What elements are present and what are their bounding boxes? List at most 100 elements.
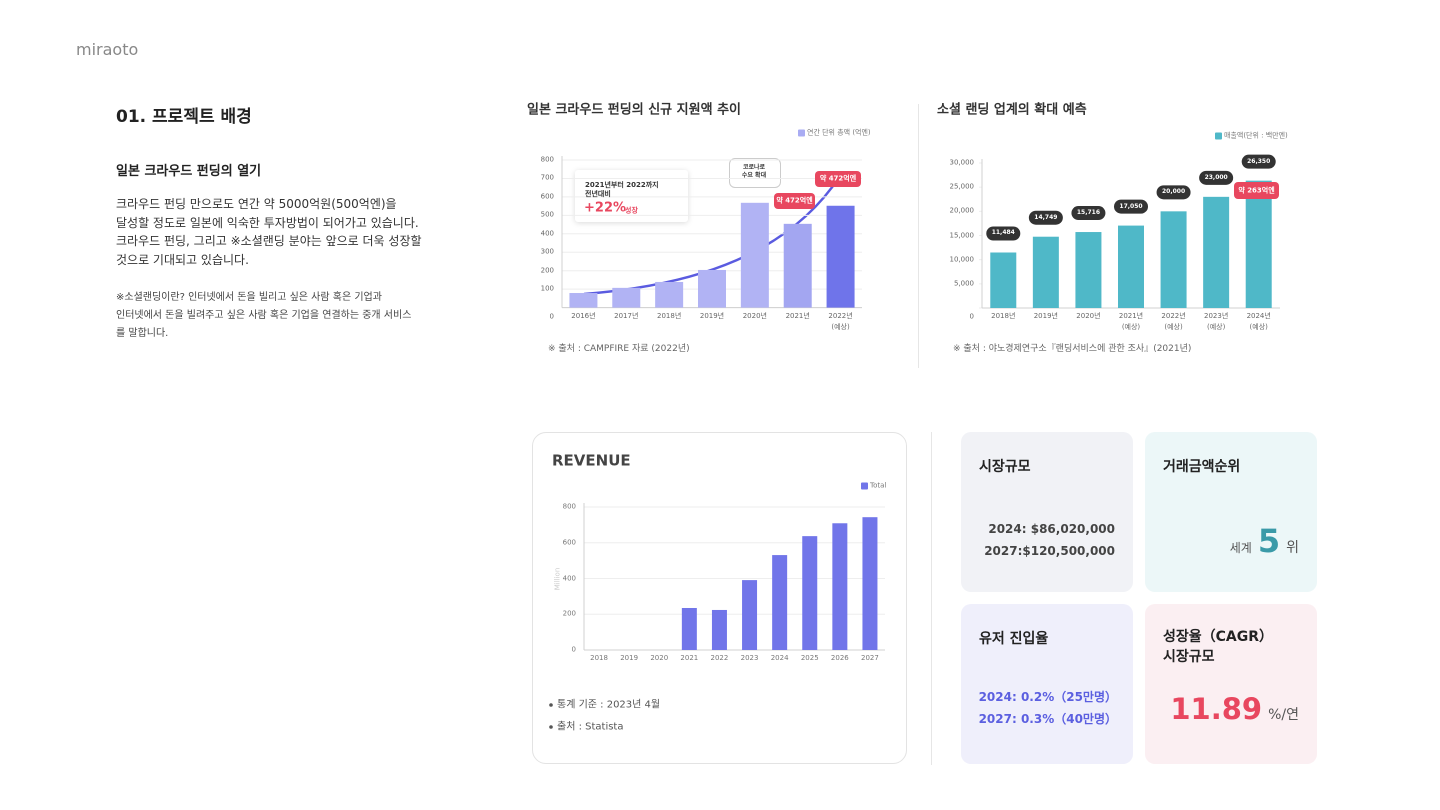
bar xyxy=(862,517,878,650)
x-tick-label: 2020 xyxy=(650,654,669,662)
bar xyxy=(832,523,848,650)
card-suffix: %/연 xyxy=(1268,707,1299,723)
y-tick-label: 20,000 xyxy=(949,206,975,215)
y-tick-label: 5,000 xyxy=(953,279,974,288)
bar xyxy=(802,536,818,650)
bar xyxy=(612,287,641,308)
legend-label: 매출액(단위 : 백만엔) xyxy=(1224,131,1288,140)
annotation: 코로나로 수요 확대 xyxy=(741,164,767,179)
x-tick-label: 2022 xyxy=(710,654,729,662)
value-label-pill xyxy=(1241,154,1276,169)
divider xyxy=(918,104,919,368)
value-label-pill xyxy=(986,226,1021,241)
y-tick-label: 400 xyxy=(562,573,576,582)
y-tick-label: 500 xyxy=(540,210,554,219)
bar xyxy=(681,607,697,650)
annotation-pill xyxy=(1234,182,1279,199)
x-tick-label: 2018년 xyxy=(991,312,1016,320)
x-tick-label: 2020년 xyxy=(1076,312,1101,320)
x-tick-label: 2018년 xyxy=(657,312,682,320)
value-label: 11,484 xyxy=(991,229,1015,237)
section-title: 01. 프로젝트 배경 xyxy=(116,107,252,127)
bar xyxy=(990,252,1017,308)
value-label: 23,000 xyxy=(1204,173,1228,181)
annotation-pill xyxy=(815,171,861,187)
y-tick-label: 0 xyxy=(969,312,974,321)
legend-label: Total xyxy=(870,481,887,490)
value-label-pill xyxy=(1071,206,1106,221)
stat-card: 성장율（CAGR） 시장규모 11.89 %/연 xyxy=(1145,604,1317,764)
bar xyxy=(1160,211,1187,308)
y-tick-label: 600 xyxy=(540,192,554,201)
annotation: 성장 xyxy=(625,206,638,215)
value-label-pill xyxy=(1114,199,1148,214)
intro-heading: 일본 크라우드 펀딩의 열기 xyxy=(116,164,262,179)
x-tick-label: 2022년 (예상) xyxy=(828,312,853,331)
y-tick-label: 100 xyxy=(540,284,554,293)
card-title: 성장율（CAGR） 시장규모 xyxy=(1163,629,1274,665)
card-value: 11.89 xyxy=(1170,692,1263,726)
value-label: 15,716 xyxy=(1076,209,1100,217)
card-line: 2027:$120,500,000 xyxy=(984,544,1115,558)
annotation: 약 472억엔 xyxy=(819,174,857,183)
bar xyxy=(1032,236,1059,308)
bar xyxy=(711,609,727,650)
intro-note: ※소셜랜딩이란? 인터넷에서 돈을 빌리고 싶은 사람 혹은 기업과 인터넷에서… xyxy=(116,292,412,339)
bar xyxy=(826,205,855,308)
value-label: 17,050 xyxy=(1119,202,1143,210)
annotation: 약 263억엔 xyxy=(1238,185,1275,194)
note: 출처 : Statista xyxy=(557,721,624,733)
legend-swatch xyxy=(861,482,868,490)
chart-title: 일본 크라우드 펀딩의 신규 지원액 추이 xyxy=(527,102,741,118)
x-tick-label: 2019년 xyxy=(699,312,725,320)
x-tick-label: 2023 xyxy=(740,654,759,662)
card-line: 2027: 0.3%（40만명） xyxy=(978,712,1117,726)
y-tick-label: 800 xyxy=(540,155,554,164)
x-tick-label: 2019년 xyxy=(1033,312,1058,320)
y-axis-label: Million xyxy=(553,567,562,590)
x-tick-label: 2021년 (예상) xyxy=(1118,312,1144,331)
stat-card: 거래금액순위 세계 5 위 xyxy=(1145,432,1317,592)
card-line: 2024: $86,020,000 xyxy=(988,522,1115,536)
value-label-pill xyxy=(1156,185,1191,200)
bullet xyxy=(549,703,553,707)
legend-label: 연간 단위 총액 (억엔) xyxy=(807,128,871,137)
card-line: 2024: 0.2%（25만명） xyxy=(978,690,1117,704)
chart-title: 소셜 랜딩 업계의 확대 예측 xyxy=(937,102,1087,118)
divider xyxy=(931,432,932,765)
x-tick-label: 2019 xyxy=(620,654,639,662)
legend-swatch xyxy=(798,129,805,137)
card-value-row: 세계 5 위 xyxy=(1230,522,1299,560)
source-note: ※ 출처 : 야노경제연구소『랜딩서비스에 관한 조사』(2021년) xyxy=(953,344,1192,355)
card-title: 유저 진입율 xyxy=(979,631,1049,647)
x-tick-label: 2016년 xyxy=(571,312,596,320)
card-prefix: 세계 xyxy=(1229,541,1252,555)
annotation: 약 472억엔 xyxy=(776,196,813,205)
x-tick-label: 2023년 (예상) xyxy=(1204,312,1229,331)
x-tick-label: 2017년 xyxy=(614,312,639,320)
bar xyxy=(783,223,812,308)
annotation-bubble xyxy=(729,158,781,188)
y-tick-label: 200 xyxy=(540,266,554,275)
stat-card: 시장규모 2024: $86,020,000 2027:$120,500,000 xyxy=(961,432,1133,592)
bar xyxy=(655,281,684,308)
y-tick-label: 200 xyxy=(562,609,576,618)
stat-card: 유저 진입율 2024: 0.2%（25만명） 2027: 0.3%（40만명） xyxy=(961,604,1133,764)
card-suffix: 위 xyxy=(1286,540,1299,556)
x-tick-label: 2020년 xyxy=(742,312,767,320)
value-label: 20,000 xyxy=(1161,188,1186,196)
x-tick-label: 2021년 xyxy=(785,312,810,320)
annotation-pill xyxy=(774,193,815,209)
y-tick-label: 400 xyxy=(540,229,554,238)
y-tick-label: 10,000 xyxy=(949,255,975,264)
x-tick-label: 2027 xyxy=(861,654,879,662)
y-tick-label: 30,000 xyxy=(949,158,975,167)
value-label-pill xyxy=(1199,170,1234,185)
source-note: ※ 출처 : CAMPFIRE 자료 (2022년) xyxy=(548,344,690,355)
value-label: 14,749 xyxy=(1034,213,1058,221)
card-title: 시장규모 xyxy=(979,459,1031,475)
x-tick-label: 2022년 (예상) xyxy=(1161,312,1186,331)
note: 통계 기준 : 2023년 4월 xyxy=(557,699,661,711)
card-value: 5 xyxy=(1257,522,1281,560)
